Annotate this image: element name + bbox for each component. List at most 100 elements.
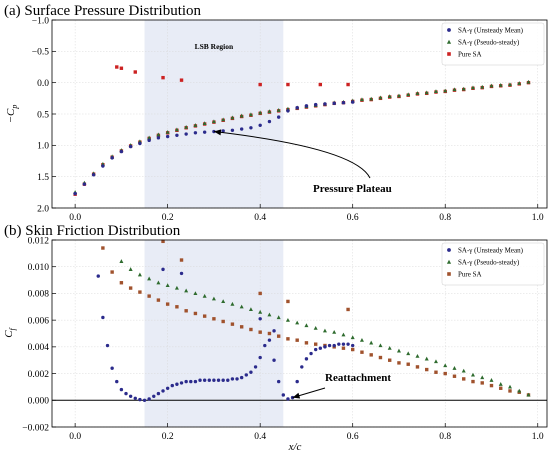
data-point xyxy=(73,191,77,196)
data-point xyxy=(397,361,401,365)
x-tick-label: 1.0 xyxy=(532,432,544,442)
data-point xyxy=(193,291,198,296)
pressure-plateau-arrow xyxy=(213,131,371,179)
x-tick-label: 0.2 xyxy=(162,213,174,223)
data-point xyxy=(276,315,281,320)
legend-marker xyxy=(446,259,452,264)
data-point xyxy=(133,396,137,400)
legend-marker xyxy=(447,28,451,32)
data-point xyxy=(211,119,216,124)
data-point xyxy=(443,363,448,368)
data-point xyxy=(212,317,216,321)
data-point xyxy=(341,342,346,346)
legend-entry: SA-γ (Unsteady Mean) xyxy=(458,246,524,254)
data-point xyxy=(249,327,253,332)
series-square xyxy=(101,239,531,397)
data-point xyxy=(443,88,448,93)
data-point xyxy=(221,319,225,324)
reattachment-arrowhead xyxy=(292,392,301,399)
legend-marker xyxy=(446,39,452,44)
data-point xyxy=(424,90,429,95)
data-point xyxy=(415,365,420,369)
data-point xyxy=(526,392,531,397)
data-point xyxy=(452,374,457,378)
data-point xyxy=(295,379,299,384)
data-point xyxy=(105,343,110,348)
x-tick-label: 1.0 xyxy=(532,213,544,223)
data-point xyxy=(189,379,193,384)
data-point xyxy=(507,82,512,87)
data-point xyxy=(258,291,262,296)
data-point xyxy=(267,331,272,336)
x-tick-label: 0.2 xyxy=(162,432,174,442)
data-point xyxy=(202,314,207,318)
data-point xyxy=(351,100,355,104)
data-point xyxy=(258,355,262,360)
data-point xyxy=(462,377,466,381)
data-point xyxy=(322,328,327,333)
data-point xyxy=(452,366,457,370)
legend-marker xyxy=(447,52,451,56)
data-point xyxy=(179,271,184,276)
y-tick-label: 1.5 xyxy=(37,173,49,183)
data-point xyxy=(110,270,114,274)
lsb-region-shade-b xyxy=(144,240,284,427)
data-point xyxy=(318,346,323,350)
data-point xyxy=(359,337,364,342)
data-point xyxy=(258,123,262,127)
data-point xyxy=(378,343,383,348)
legend-entry: SA-γ (Unsteady Mean) xyxy=(458,26,524,34)
data-point xyxy=(327,343,332,348)
data-point xyxy=(115,379,119,384)
data-point xyxy=(193,131,198,135)
data-point xyxy=(337,342,341,346)
series-circle xyxy=(73,100,355,196)
points-b xyxy=(96,239,531,402)
data-point xyxy=(286,337,290,341)
data-point xyxy=(350,335,355,340)
data-point xyxy=(239,375,244,380)
y-tick-label: 0.012 xyxy=(28,236,50,246)
data-point xyxy=(433,359,438,364)
data-point xyxy=(226,378,230,382)
data-point xyxy=(119,66,124,70)
ticks-b: 0.0 0.2 0.4 0.6 0.8 1.0 −0.002 0.000 0.002 0.004 0… xyxy=(22,236,544,442)
data-point xyxy=(499,386,503,390)
data-point xyxy=(286,82,290,87)
data-point xyxy=(346,307,350,312)
data-point xyxy=(156,391,161,396)
data-point xyxy=(119,387,124,392)
data-point xyxy=(128,286,133,290)
data-point xyxy=(156,280,161,285)
data-point xyxy=(249,370,253,374)
series-circle xyxy=(96,267,355,402)
series-triangle xyxy=(119,259,531,397)
data-point xyxy=(221,117,226,122)
data-point xyxy=(239,304,244,309)
data-point xyxy=(119,259,124,263)
data-point xyxy=(221,299,226,304)
y-tick-label: 1.0 xyxy=(37,142,49,152)
data-point xyxy=(221,129,225,133)
data-point xyxy=(147,294,151,298)
data-point xyxy=(156,132,161,137)
y-tick-label: 2.0 xyxy=(37,204,49,214)
data-point xyxy=(309,351,313,356)
data-point xyxy=(498,82,503,87)
data-point xyxy=(230,377,235,381)
data-point xyxy=(258,82,262,87)
data-point xyxy=(304,323,309,328)
data-point xyxy=(359,97,364,102)
data-point xyxy=(290,395,295,400)
data-point xyxy=(406,362,410,366)
y-tick-label: 0.5 xyxy=(37,110,49,120)
data-point xyxy=(161,267,165,272)
data-point xyxy=(101,164,105,168)
data-point xyxy=(313,325,318,330)
data-point xyxy=(406,351,411,356)
data-point xyxy=(508,389,512,393)
ticks-a: 0.0 0.2 0.4 0.6 0.8 1.0 −1.0 −0.5 0.0 0.5 1.0 1.5 2.… xyxy=(32,16,544,223)
x-tick-label: 0.0 xyxy=(69,432,81,442)
data-point xyxy=(341,346,346,350)
